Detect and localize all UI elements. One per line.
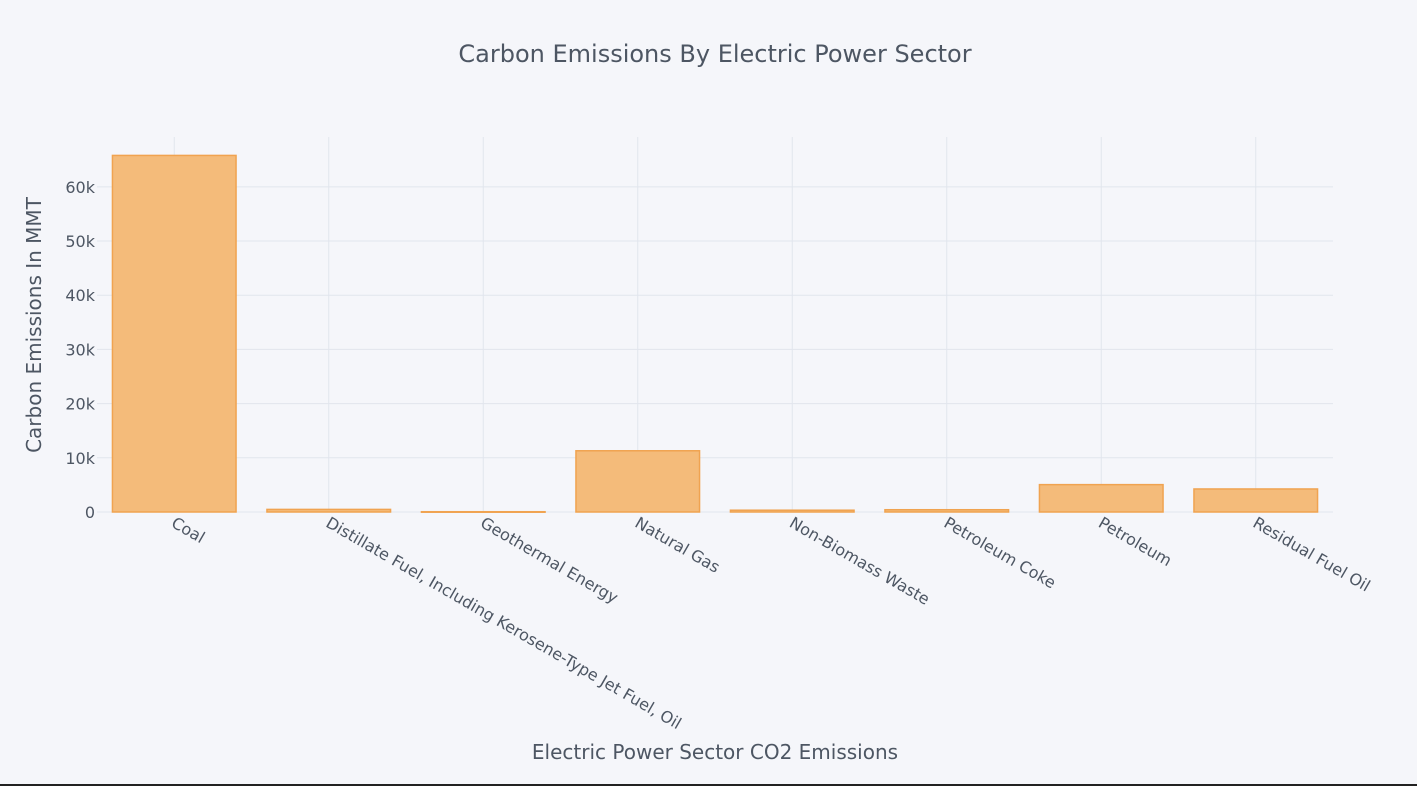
bar-non-biomass-waste[interactable] — [729, 509, 855, 513]
x-tick-label: Petroleum — [1095, 513, 1175, 570]
bar-petroleum[interactable] — [1038, 483, 1164, 513]
bar-petroleum-coke[interactable] — [884, 508, 1010, 513]
x-tick-label: Residual Fuel Oil — [1250, 513, 1374, 595]
x-tick-label: Geothermal Energy — [477, 513, 621, 607]
x-tick-label: Distillate Fuel, Including Kerosene-Type… — [323, 513, 685, 733]
y-tick-label: 20k — [65, 395, 95, 414]
bars — [111, 154, 1319, 513]
bar-distillate-fuel-including-kerosene-type-jet-fuel-oil[interactable] — [266, 508, 392, 513]
bar-residual-fuel-oil[interactable] — [1193, 488, 1319, 513]
x-axis-title: Electric Power Sector CO2 Emissions — [532, 740, 898, 764]
y-tick-label: 50k — [65, 232, 95, 251]
bottom-border — [0, 784, 1417, 786]
bar-coal[interactable] — [111, 154, 237, 513]
y-tick-label: 10k — [65, 449, 95, 468]
y-axis-ticks: 0 10k 20k 30k 40k 50k 60k — [65, 178, 95, 522]
chart-title: Carbon Emissions By Electric Power Secto… — [458, 40, 971, 68]
y-tick-label: 60k — [65, 178, 95, 197]
y-tick-label: 0 — [85, 503, 95, 522]
grid-lines — [97, 137, 1333, 513]
x-tick-label: Natural Gas — [632, 513, 723, 577]
bar-natural-gas[interactable] — [575, 450, 701, 513]
y-tick-label: 30k — [65, 340, 95, 359]
y-axis-title: Carbon Emissions In MMT — [22, 196, 46, 453]
x-tick-label: Petroleum Coke — [941, 513, 1059, 592]
x-axis-ticks: Coal Distillate Fuel, Including Kerosene-… — [168, 513, 1373, 733]
y-tick-label: 40k — [65, 286, 95, 305]
x-tick-label: Non-Biomass Waste — [786, 513, 933, 609]
x-tick-label: Coal — [168, 513, 208, 547]
